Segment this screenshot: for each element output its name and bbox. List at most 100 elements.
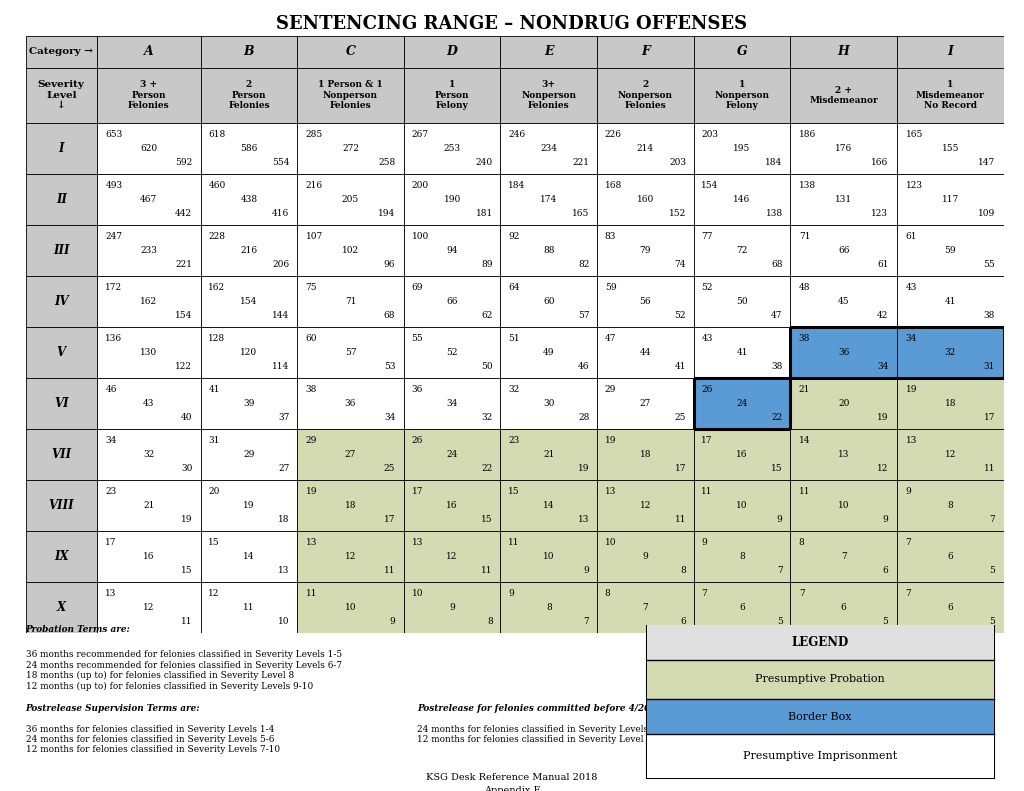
Bar (97, 36, 201, 68)
Text: 162: 162 (208, 283, 225, 292)
Text: 12: 12 (345, 552, 356, 561)
Bar (597, 225, 693, 276)
Text: 19: 19 (605, 436, 616, 445)
Bar (403, 429, 501, 480)
Bar (897, 582, 1004, 633)
Text: 100: 100 (412, 232, 429, 241)
Text: 18: 18 (640, 450, 651, 459)
Text: Probation Terms are:: Probation Terms are: (26, 625, 130, 634)
Text: VI: VI (54, 397, 69, 410)
Text: 17: 17 (412, 487, 423, 496)
Bar (646, 625, 993, 660)
Text: 92: 92 (508, 232, 519, 241)
Bar (501, 36, 597, 68)
Bar (791, 327, 897, 378)
Text: 34: 34 (905, 334, 916, 343)
Text: SENTENCING RANGE – NONDRUG OFFENSES: SENTENCING RANGE – NONDRUG OFFENSES (276, 15, 748, 33)
Text: 13: 13 (105, 589, 117, 598)
Text: 13: 13 (412, 538, 423, 547)
Bar (201, 480, 297, 531)
Text: KSG Desk Reference Manual 2018: KSG Desk Reference Manual 2018 (426, 774, 598, 782)
Text: 32: 32 (508, 385, 519, 394)
Text: 228: 228 (208, 232, 225, 241)
Text: V: V (56, 346, 66, 359)
Text: 36: 36 (345, 399, 356, 408)
Text: 2
Person
Felonies: 2 Person Felonies (228, 81, 269, 110)
Text: 194: 194 (378, 209, 395, 218)
Bar (791, 582, 897, 633)
Text: 14: 14 (799, 436, 810, 445)
Text: 34: 34 (384, 413, 395, 422)
Text: 138: 138 (799, 181, 816, 190)
Text: 47: 47 (771, 311, 782, 320)
Text: 117: 117 (942, 195, 958, 204)
Bar (693, 582, 791, 633)
Bar (201, 225, 297, 276)
Text: 17: 17 (701, 436, 713, 445)
Bar (403, 225, 501, 276)
Bar (403, 531, 501, 582)
Text: 34: 34 (105, 436, 117, 445)
Bar (897, 480, 1004, 531)
Text: 15: 15 (180, 566, 193, 574)
Bar (897, 276, 1004, 327)
Bar (897, 36, 1004, 68)
Text: 29: 29 (306, 436, 317, 445)
Text: 30: 30 (181, 464, 193, 473)
Text: 20: 20 (838, 399, 849, 408)
Text: 96: 96 (384, 259, 395, 269)
Bar (693, 531, 791, 582)
Text: 43: 43 (905, 283, 916, 292)
Text: 216: 216 (306, 181, 323, 190)
Bar (597, 36, 693, 68)
Bar (26, 36, 97, 68)
Text: 39: 39 (244, 399, 255, 408)
Bar (201, 276, 297, 327)
Text: 52: 52 (675, 311, 686, 320)
Text: 28: 28 (578, 413, 590, 422)
Text: X: X (56, 601, 66, 614)
Text: 38: 38 (799, 334, 810, 343)
Bar (297, 68, 403, 123)
Text: 60: 60 (543, 297, 555, 306)
Text: 205: 205 (342, 195, 359, 204)
Bar (597, 68, 693, 123)
Text: 88: 88 (543, 246, 555, 255)
Text: 18: 18 (345, 501, 356, 509)
Text: 285: 285 (306, 130, 323, 139)
Text: 12: 12 (877, 464, 889, 473)
Bar (897, 123, 1004, 174)
Bar (597, 123, 693, 174)
Text: 68: 68 (771, 259, 782, 269)
Bar (897, 225, 1004, 276)
Bar (597, 531, 693, 582)
Text: 13: 13 (279, 566, 290, 574)
Text: 9: 9 (584, 566, 590, 574)
Text: 123: 123 (905, 181, 923, 190)
Text: A: A (144, 45, 154, 59)
Text: 14: 14 (243, 552, 255, 561)
Bar (897, 68, 1004, 123)
Text: 128: 128 (208, 334, 225, 343)
Text: 16: 16 (446, 501, 458, 509)
Text: 554: 554 (272, 157, 290, 167)
Text: 25: 25 (384, 464, 395, 473)
Text: 25: 25 (675, 413, 686, 422)
Text: 61: 61 (905, 232, 916, 241)
Text: 10: 10 (412, 589, 423, 598)
Text: 226: 226 (605, 130, 622, 139)
Text: 9: 9 (883, 515, 889, 524)
Bar (597, 174, 693, 225)
Text: 8: 8 (739, 552, 744, 561)
Text: 9: 9 (389, 617, 395, 626)
Text: 5: 5 (989, 566, 995, 574)
Bar (897, 429, 1004, 480)
Text: 59: 59 (944, 246, 956, 255)
Text: 75: 75 (306, 283, 317, 292)
Text: 102: 102 (342, 246, 359, 255)
Text: 442: 442 (175, 209, 193, 218)
Text: 10: 10 (345, 603, 356, 611)
Text: IX: IX (54, 550, 69, 563)
Text: 41: 41 (675, 361, 686, 371)
Bar (501, 531, 597, 582)
